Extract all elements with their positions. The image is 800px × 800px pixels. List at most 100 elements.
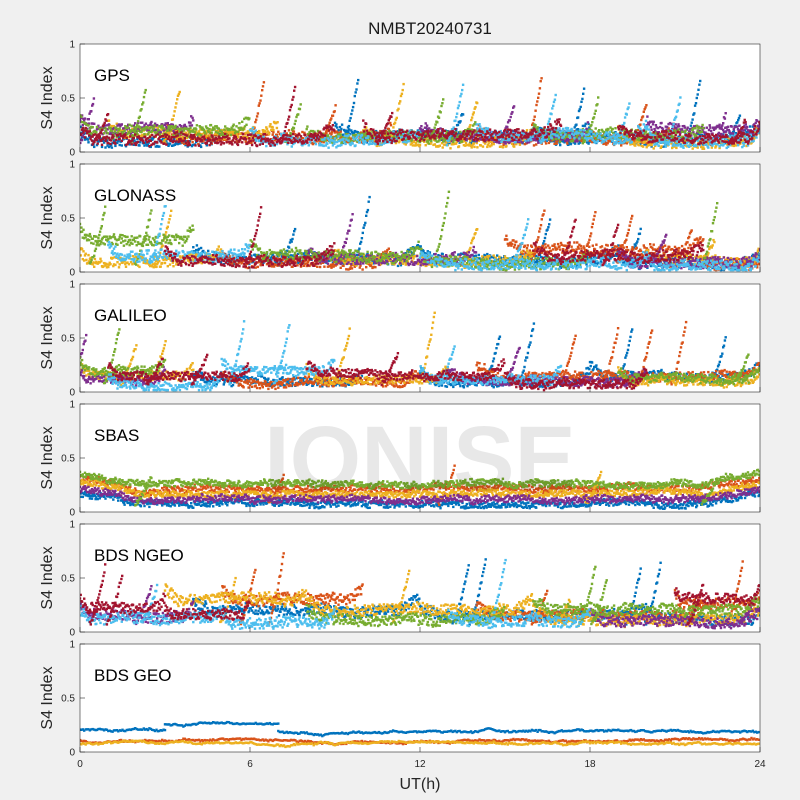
data-point: [396, 109, 399, 112]
data-point: [643, 132, 646, 135]
data-point: [187, 121, 191, 124]
data-point: [375, 134, 378, 137]
data-point: [618, 138, 621, 141]
data-point: [188, 143, 191, 146]
data-point: [260, 94, 263, 97]
data-point: [275, 126, 279, 130]
data-point: [708, 124, 711, 127]
data-point: [531, 123, 534, 127]
data-point: [746, 137, 749, 140]
data-point: [180, 141, 184, 144]
data-point: [235, 125, 238, 128]
data-point: [407, 137, 410, 140]
data-point: [129, 143, 132, 146]
data-point: [610, 130, 613, 133]
data-point: [509, 139, 512, 143]
data-point: [562, 135, 565, 138]
data-point: [335, 140, 339, 144]
series-7: [80, 85, 760, 148]
data-point: [253, 130, 256, 134]
data-point: [204, 132, 207, 135]
data-point: [721, 124, 724, 127]
data-point: [725, 146, 728, 150]
data-point: [582, 87, 586, 90]
data-point: [179, 142, 182, 145]
data-point: [324, 139, 327, 142]
data-point: [243, 117, 246, 121]
data-point: [365, 129, 369, 132]
data-point: [421, 128, 424, 131]
data-point: [391, 139, 394, 142]
data-point: [116, 141, 119, 144]
data-point: [603, 139, 606, 143]
data-point: [717, 131, 721, 135]
data-point: [129, 135, 132, 138]
data-point: [83, 119, 86, 123]
data-point: [118, 143, 121, 147]
data-point: [462, 144, 466, 147]
data-point: [477, 139, 480, 142]
data-point: [330, 141, 333, 144]
data-point: [487, 129, 490, 133]
data-point: [437, 131, 441, 134]
data-point: [123, 135, 126, 138]
data-point: [340, 141, 344, 144]
data-point: [373, 137, 376, 140]
data-point: [229, 140, 233, 144]
data-point: [380, 130, 383, 133]
data-point: [330, 126, 333, 129]
data-point: [374, 138, 378, 142]
data-point: [260, 137, 264, 140]
data-point: [405, 141, 408, 144]
data-point: [630, 141, 633, 144]
data-point: [597, 96, 600, 99]
data-point: [656, 131, 659, 134]
data-point: [475, 123, 478, 126]
data-point: [83, 117, 87, 120]
data-point: [401, 88, 404, 92]
data-point: [722, 144, 725, 147]
data-point: [106, 132, 109, 135]
data-point: [221, 129, 224, 132]
data-point: [133, 131, 136, 134]
data-point: [117, 133, 120, 137]
data-point: [97, 124, 100, 127]
data-point: [588, 128, 591, 131]
data-point: [476, 131, 479, 135]
data-point: [224, 125, 227, 128]
data-point: [677, 137, 680, 141]
data-point: [349, 137, 352, 140]
data-point: [326, 139, 330, 142]
data-point: [172, 144, 175, 147]
data-point: [280, 137, 283, 140]
data-point: [357, 133, 360, 137]
data-point: [197, 144, 201, 147]
data-point: [474, 121, 477, 124]
data-point: [357, 78, 360, 82]
data-point: [293, 122, 296, 126]
data-point: [310, 138, 313, 142]
data-point: [377, 136, 380, 139]
data-point: [333, 121, 337, 124]
data-point: [516, 134, 519, 137]
data-point: [260, 142, 263, 145]
data-point: [418, 139, 422, 142]
data-point: [205, 141, 208, 145]
data-point: [714, 146, 717, 149]
data-point: [640, 144, 643, 148]
data-point: [363, 132, 366, 136]
data-point: [318, 135, 322, 138]
data-point: [718, 145, 721, 148]
data-point: [335, 126, 339, 129]
data-point: [241, 132, 245, 135]
data-point: [145, 133, 148, 136]
data-point: [396, 137, 399, 141]
data-point: [323, 138, 326, 141]
data-point: [284, 139, 287, 143]
data-point: [204, 125, 208, 128]
data-point: [178, 136, 182, 139]
data-point: [101, 133, 104, 136]
data-point: [690, 137, 694, 140]
data-point: [214, 125, 217, 128]
data-point: [461, 113, 465, 116]
